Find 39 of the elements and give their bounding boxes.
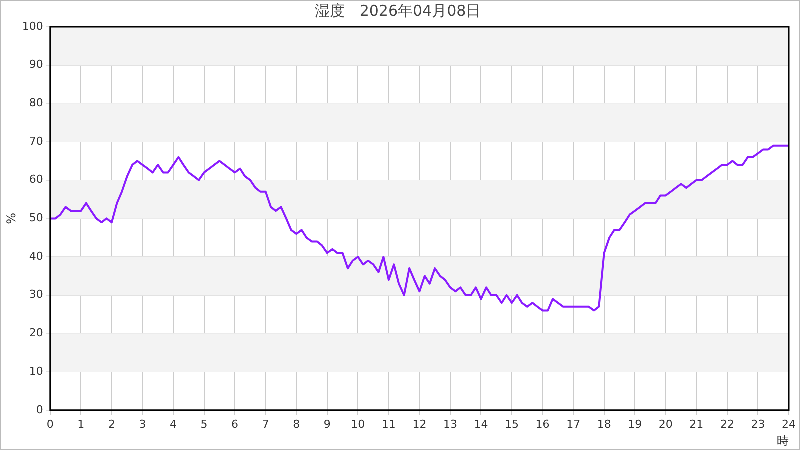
chart-title: 湿度 2026年04月08日 bbox=[314, 2, 482, 20]
x-tick-label: 23 bbox=[751, 418, 766, 431]
y-tick-label: 20 bbox=[29, 326, 44, 340]
x-tick-label: 4 bbox=[170, 418, 177, 431]
x-tick-label: 10 bbox=[351, 418, 366, 431]
x-tick-label: 15 bbox=[505, 418, 520, 431]
y-tick-label: 60 bbox=[29, 173, 44, 186]
x-tick-label: 24 bbox=[782, 418, 796, 431]
x-tick-label: 9 bbox=[324, 418, 331, 431]
y-tick-label: 50 bbox=[29, 212, 44, 225]
x-tick-label: 18 bbox=[597, 418, 612, 431]
x-tick-label: 1 bbox=[78, 418, 85, 431]
x-tick-label: 2 bbox=[108, 418, 116, 431]
x-tick-label: 21 bbox=[690, 418, 704, 431]
x-tick-label: 0 bbox=[46, 418, 54, 431]
y-tick-label: 100 bbox=[22, 20, 44, 33]
y-tick-label: 10 bbox=[29, 364, 44, 378]
x-tick-label: 7 bbox=[262, 418, 270, 431]
y-tick-label: 90 bbox=[29, 58, 44, 72]
x-tick-label: 20 bbox=[658, 418, 673, 431]
x-tick-label: 19 bbox=[628, 418, 642, 431]
y-tick-label: 0 bbox=[36, 403, 44, 416]
y-axis-title: % bbox=[4, 212, 18, 224]
x-tick-label: 5 bbox=[200, 418, 208, 431]
x-tick-label: 3 bbox=[139, 418, 146, 431]
y-tick-label: 70 bbox=[29, 134, 44, 148]
y-tick-label: 80 bbox=[29, 96, 44, 110]
x-tick-label: 17 bbox=[566, 418, 581, 431]
y-tick-label: 40 bbox=[29, 250, 44, 263]
x-tick-label: 22 bbox=[720, 418, 734, 431]
x-tick-label: 16 bbox=[536, 418, 550, 431]
x-tick-label: 14 bbox=[474, 418, 488, 431]
x-tick-label: 11 bbox=[382, 418, 396, 431]
x-tick-label: 13 bbox=[443, 418, 458, 431]
x-tick-label: 6 bbox=[232, 418, 239, 431]
x-tick-label: 12 bbox=[412, 418, 427, 431]
x-axis-title: 時 bbox=[777, 434, 789, 448]
x-tick-label: 8 bbox=[293, 418, 300, 431]
y-tick-label: 30 bbox=[29, 288, 44, 302]
